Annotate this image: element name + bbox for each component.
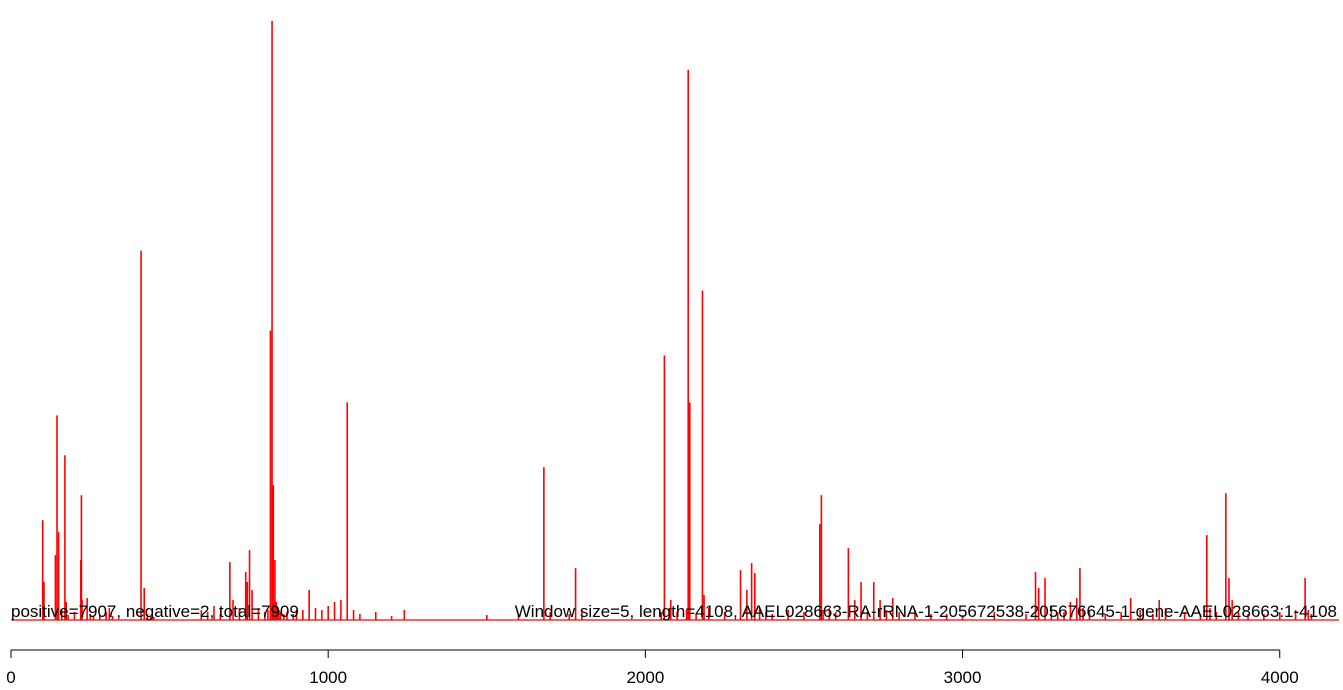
x-axis: 0 1000 2000 3000 4000 xyxy=(6,649,1299,687)
bars-group xyxy=(11,21,1339,621)
x-tick-label: 4000 xyxy=(1261,668,1299,687)
info-text-right: Window size=5, length=4108, AAEL028663-R… xyxy=(515,602,1337,621)
info-text-left: positive=7907, negative=2, total=7909 xyxy=(11,602,299,621)
x-tick-label: 1000 xyxy=(309,668,347,687)
x-tick-label: 3000 xyxy=(944,668,982,687)
x-tick-label: 0 xyxy=(6,668,15,687)
x-tick-label: 2000 xyxy=(626,668,664,687)
